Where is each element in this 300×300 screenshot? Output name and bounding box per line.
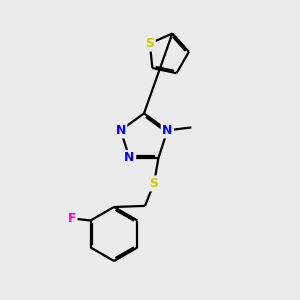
Text: S: S: [149, 177, 158, 190]
Text: S: S: [145, 37, 154, 50]
Text: N: N: [116, 124, 126, 137]
Text: F: F: [68, 212, 76, 225]
Text: N: N: [124, 152, 135, 164]
Text: N: N: [162, 124, 172, 137]
